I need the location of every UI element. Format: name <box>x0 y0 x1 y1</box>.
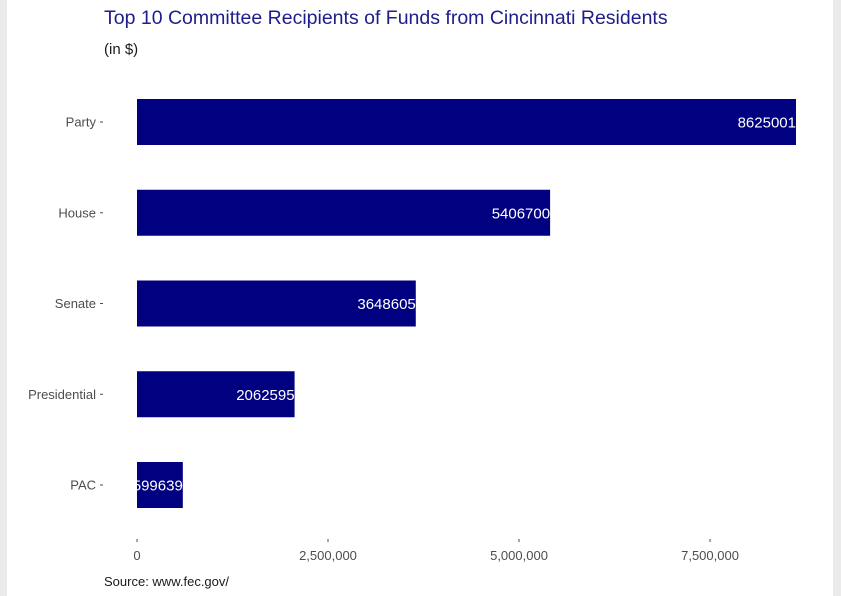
bar-party <box>137 99 796 145</box>
value-label-senate: 3648605 <box>357 296 415 313</box>
y-tick-label-presidential: Presidential <box>28 387 96 402</box>
x-tick-label-1: 2,500,000 <box>299 548 357 563</box>
x-tick-label-3: 7,500,000 <box>681 548 739 563</box>
x-tick-label-0: 0 <box>133 548 140 563</box>
bar-senate <box>137 280 416 327</box>
value-label-house: 5406700 <box>492 205 550 222</box>
bar-house <box>137 189 551 236</box>
y-tick-label-party: Party <box>66 115 97 130</box>
x-tick-label-2: 5,000,000 <box>490 548 548 563</box>
bar-pac <box>137 462 183 508</box>
chart-subtitle: (in $) <box>104 41 139 58</box>
value-label-presidential: 2062595 <box>236 387 294 404</box>
value-label-pac: 599639 <box>133 478 183 495</box>
value-label-party: 8625001 <box>738 115 796 132</box>
chart-caption: Source: www.fec.gov/ <box>104 574 229 589</box>
chart-title: Top 10 Committee Recipients of Funds fro… <box>104 7 668 29</box>
y-tick-label-house: House <box>58 205 96 220</box>
bar-presidential <box>137 371 295 418</box>
y-tick-label-senate: Senate <box>55 296 96 311</box>
y-tick-label-pac: PAC <box>70 478 96 493</box>
